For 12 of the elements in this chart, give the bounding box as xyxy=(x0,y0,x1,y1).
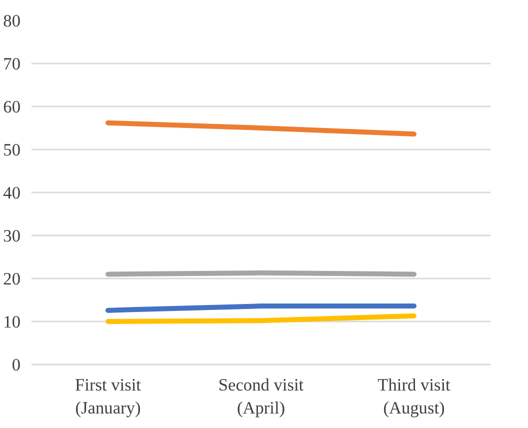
y-tick-label: 0 xyxy=(12,356,21,374)
y-tick-label: 10 xyxy=(3,312,20,332)
y-tick-label: 20 xyxy=(3,270,20,288)
y-tick-label: 30 xyxy=(3,226,20,246)
x-tick-label: First visit (January) xyxy=(75,376,142,418)
y-tick-label: 70 xyxy=(3,54,20,74)
y-tick-label: 80 xyxy=(3,12,20,30)
y-tick-label: 50 xyxy=(3,140,20,160)
y-tick-label: 60 xyxy=(3,98,20,116)
x-tick-label: Third visit (August) xyxy=(378,376,451,418)
y-tick-label: 40 xyxy=(3,184,20,202)
x-tick-label: Second visit (April) xyxy=(218,376,304,418)
